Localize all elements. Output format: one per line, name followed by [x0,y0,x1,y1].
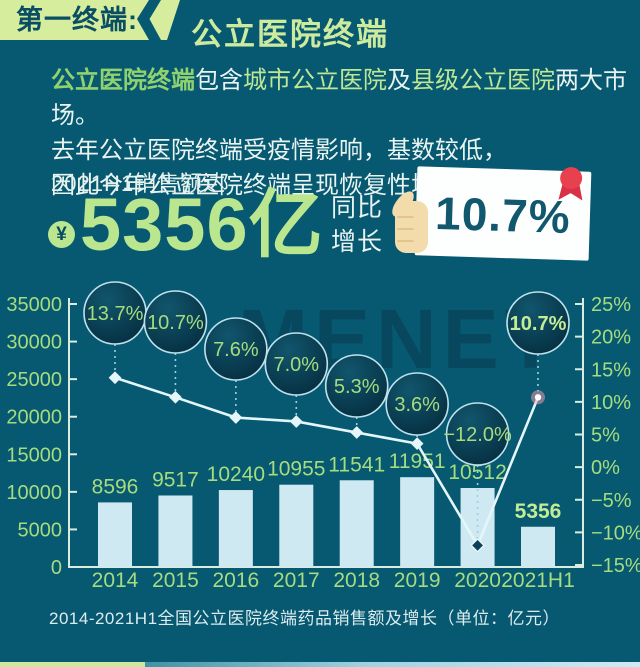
trend-marker [410,437,424,450]
axis-lines [68,298,584,568]
x-axis-label: 2015 [152,569,199,592]
bar [400,477,435,567]
intro-paragraph: 公立医院终端包含城市公立医院及县级公立医院两大市场。 去年公立医院终端受疫情影响… [51,63,640,203]
intro-line-1: 公立医院终端包含城市公立医院及县级公立医院两大市场。 [51,63,640,133]
banner-tag-label: 第一终端: [16,5,138,35]
left-axis-tick-label: 5000 [18,519,63,541]
banner-chevron-icon [137,0,161,40]
bar-value-label: 5356 [515,500,562,523]
bar [521,526,556,567]
bar-value-label: 10240 [207,463,265,486]
growth-bubble [506,291,570,355]
hand-finger-lines [397,216,414,242]
right-axis-tick-label: 15% [591,359,631,381]
term-city-hospital: 城市公立医院 [243,67,387,94]
hand-icon [392,191,428,253]
growth-bubble-label: 10.7% [147,312,204,334]
trend-marker [108,371,122,385]
trend-marker [350,426,364,439]
trend-marker [289,415,303,428]
growth-bubble [445,402,510,466]
footer-strip [0,662,640,667]
right-axis-tick-label: −15% [591,555,640,577]
x-axis-label: 2020 [454,569,501,592]
bar [98,502,132,567]
growth-bubble-label: 13.7% [87,303,144,325]
x-axis-label: 2018 [333,569,380,592]
growth-bubble [264,332,329,396]
trend-marker [229,411,243,424]
right-axis-tick-label: 25% [591,294,631,316]
bar [218,490,253,567]
x-axis-label: 2014 [92,569,139,592]
award-ribbon-icon [558,167,583,201]
header-banner: 第一终端: [0,0,200,40]
right-axis-tick-label: 20% [591,327,631,349]
trend-marker [470,538,485,553]
left-axis-tick-label: 25000 [6,369,62,391]
intro-line-2: 去年公立医院终端受疫情影响，基数较低， [51,137,507,164]
bar [339,480,374,567]
right-axis-tick-label: 0% [591,457,620,479]
trend-marker-highlight [534,394,542,401]
yoy-growth-label: 同比 增长 [331,191,383,259]
left-axis-tick-label: 30000 [6,332,62,354]
growth-bubble-label: 5.3% [334,376,380,398]
sales-growth-chart: MENET35000300002500020000150001000050000… [6,281,640,592]
yoy-label-line2: 增长 [331,228,384,256]
footer-strip-blue [145,662,640,667]
page-title: 公立医院终端 [191,17,389,52]
growth-bubble-label: −12.0% [443,424,512,446]
right-axis-tick-label: −5% [591,490,632,512]
term-county-hospital: 县级公立医院 [411,67,555,94]
growth-bubble [385,372,449,436]
growth-bubble [143,290,208,354]
bar-value-label: 10955 [267,458,325,481]
banner-ribbon-shape [0,0,180,40]
right-axis-tick-label: 5% [591,425,620,447]
trend-line [114,376,540,549]
sales-period-label: 2021H1销售额达 [51,171,227,196]
intro-text: 及 [387,67,411,94]
growth-bubble [324,354,389,418]
growth-bubble-label: 7.0% [273,354,319,376]
trend-marker [169,390,182,404]
left-axis-tick-label: 15000 [6,444,62,466]
ribbon-medal [560,167,583,190]
left-axis-tick-label: 10000 [6,482,62,504]
right-axis-tick-label: 10% [591,392,631,414]
bar-value-label: 8596 [92,475,139,498]
left-axis-tick-label: 0 [51,557,62,579]
bar [158,495,193,567]
bar-value-label: 11541 [328,453,385,476]
bar-value-label: 11951 [389,450,446,473]
term-public-hospital: 公立医院终端 [51,67,195,94]
footer-strip-green [0,662,145,667]
banner-ribbon [0,0,180,40]
intro-text: 包含 [195,67,243,94]
bar-value-label: 9517 [152,468,199,491]
growth-bubble-label: 10.7% [510,313,567,335]
growth-bubble [204,317,268,381]
left-axis-tick-label: 20000 [6,407,62,429]
x-axis-label: 2017 [273,569,320,592]
sales-amount: 5356亿 [80,183,324,266]
left-axis-tick-label: 35000 [6,294,62,316]
chart-caption: 2014-2021H1全国公立医院终端药品销售额及增长（单位：亿元） [49,609,561,628]
yoy-card: 10.7% [414,166,592,261]
x-axis-label: 2019 [394,569,441,592]
yoy-label-line1: 同比 [331,194,384,222]
growth-bubble-label: 7.6% [213,339,259,361]
bar [279,484,314,567]
right-axis-tick-label: −10% [591,522,640,544]
hand-palm [395,201,428,253]
x-axis-label: 2016 [213,569,260,592]
intro-text: 两大市场。 [51,67,627,129]
growth-bubble-label: 3.6% [394,394,440,416]
x-axis-label: 2021H1 [501,569,575,592]
yen-icon: ¥ [48,221,75,248]
